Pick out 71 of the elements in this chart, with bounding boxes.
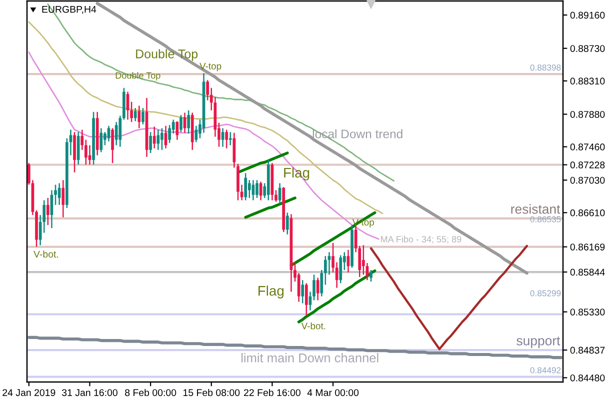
annotation: MA Fibo - 34; 55; 89 xyxy=(381,236,462,244)
candlestick xyxy=(111,128,114,164)
candlestick xyxy=(100,128,103,153)
annotation: 0.84492 xyxy=(530,367,561,374)
candlestick xyxy=(187,110,190,134)
candlestick xyxy=(114,121,118,146)
x-tick-label: 31 Jan 16:00 xyxy=(62,389,118,396)
candlestick xyxy=(134,107,137,122)
candlestick xyxy=(84,139,88,166)
candlestick xyxy=(142,107,144,125)
x-tick-label: 4 Mar 00:00 xyxy=(307,389,359,396)
y-tick-label: 0.87880 xyxy=(570,110,605,118)
candlestick xyxy=(221,128,224,148)
annotation: 0.86535 xyxy=(530,216,561,222)
annotation: V-top xyxy=(200,62,222,72)
y-tick-label: 0.87460 xyxy=(570,144,605,150)
candlestick xyxy=(176,120,179,140)
candlestick xyxy=(228,131,232,146)
candlestick xyxy=(160,128,164,151)
x-tick-label: 24 Jan 2019 xyxy=(2,389,56,396)
line-series xyxy=(244,196,296,219)
ref-line-label: support xyxy=(516,336,560,348)
candlestick xyxy=(324,255,327,286)
candlestick xyxy=(301,279,304,304)
candlestick xyxy=(370,269,372,282)
candlestick xyxy=(138,105,141,129)
candlestick xyxy=(286,212,289,235)
y-tick-label: 0.86169 xyxy=(570,244,605,250)
candlestick xyxy=(316,277,320,301)
annotation: Flag xyxy=(258,286,284,298)
annotation: limit main Down channel xyxy=(241,353,378,362)
y-tick-label: 0.84837 xyxy=(570,346,605,354)
candlestick xyxy=(46,197,50,226)
candlestick xyxy=(304,282,308,316)
candlestick xyxy=(320,269,324,297)
candlestick xyxy=(225,129,228,149)
x-tick-label: 15 Feb 08:00 xyxy=(183,388,240,396)
candlestick xyxy=(156,129,160,151)
candlestick xyxy=(180,114,182,133)
line-series xyxy=(290,211,376,267)
annotation: V-bot. xyxy=(301,322,326,330)
y-tick-label: 0.85844 xyxy=(570,268,605,276)
candlestick xyxy=(149,131,152,154)
candlestick xyxy=(194,125,198,143)
y-tick-label: 0.85330 xyxy=(570,308,605,316)
y-tick-label: 0.87228 xyxy=(570,161,605,168)
candlestick xyxy=(80,129,84,151)
candlestick xyxy=(152,126,156,149)
y-tick-label: 0.84480 xyxy=(570,374,605,382)
candlestick xyxy=(328,252,331,276)
annotation: Flag xyxy=(284,167,310,180)
ref-line-label: resistant xyxy=(511,204,560,214)
candlestick xyxy=(256,179,258,199)
candlestick xyxy=(339,254,342,284)
x-tick-label: 22 Feb 16:00 xyxy=(244,388,300,396)
y-tick-label: 0.86610 xyxy=(570,209,605,216)
y-tick-label: 0.87030 xyxy=(570,176,605,184)
x-tick-label: 8 Feb 00:00 xyxy=(125,388,176,396)
y-tick-label: 0.88310 xyxy=(570,78,605,85)
annotation: 0.85299 xyxy=(530,290,561,296)
annotation: 0.88398 xyxy=(530,64,561,71)
candlestick xyxy=(244,172,248,201)
candlestick xyxy=(62,179,65,218)
chart-title: EURGBP,H4 xyxy=(42,6,96,14)
annotation: V-bot. xyxy=(34,250,58,258)
candlestick xyxy=(248,179,251,199)
y-tick-label: 0.88730 xyxy=(570,45,605,52)
candlestick xyxy=(107,125,110,142)
y-tick-label: 0.89160 xyxy=(570,12,605,19)
annotation: Double Top xyxy=(116,72,160,80)
annotation: Double Top xyxy=(136,49,198,61)
